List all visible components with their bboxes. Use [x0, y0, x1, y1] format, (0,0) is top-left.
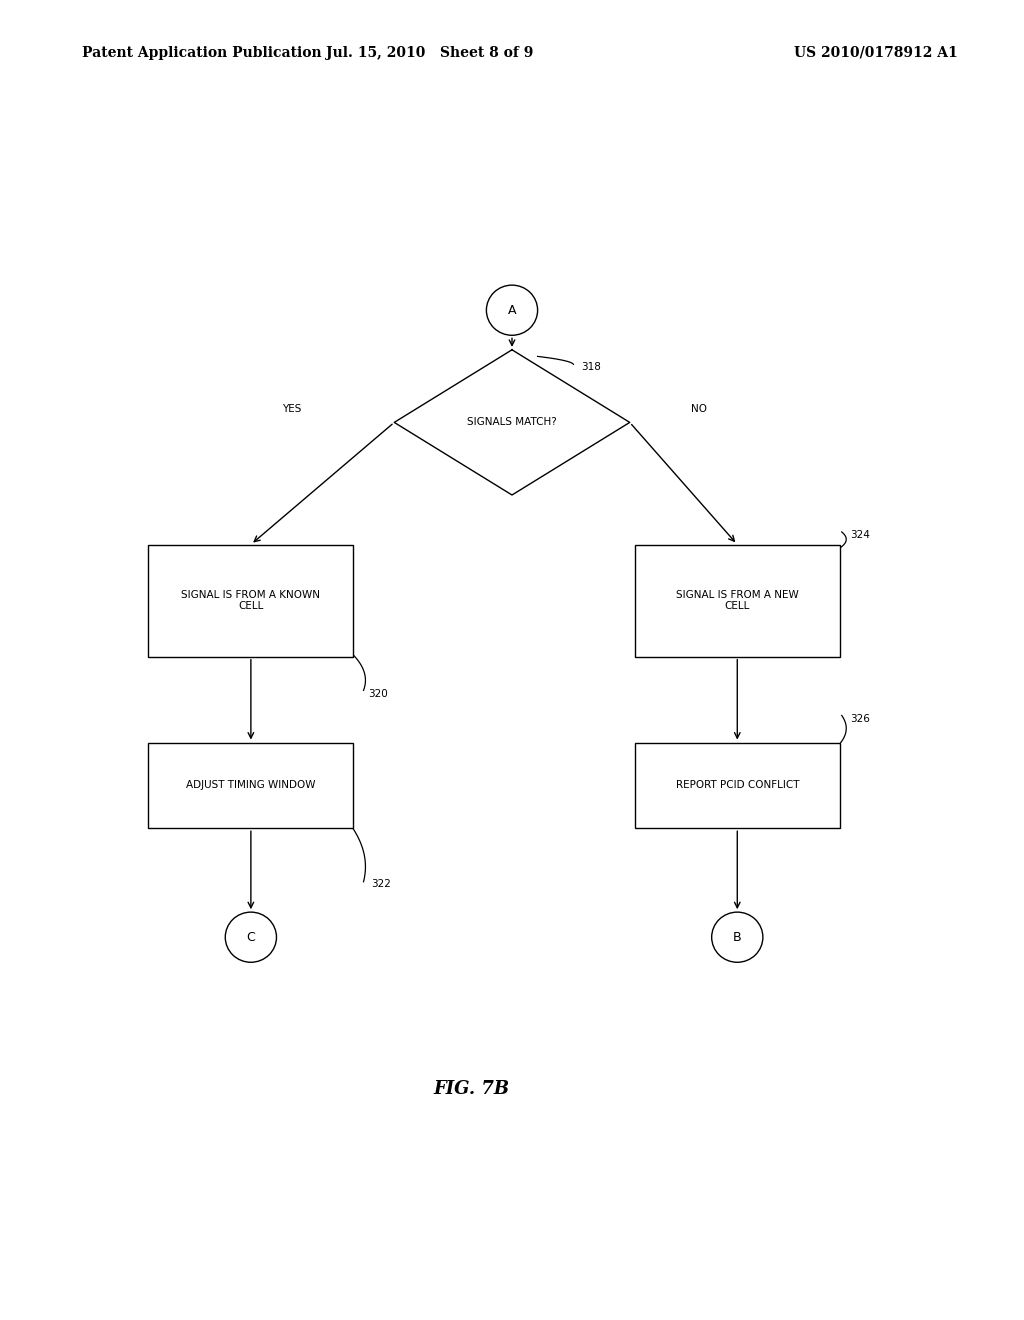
Text: YES: YES: [283, 404, 301, 414]
Text: 318: 318: [582, 362, 601, 372]
Text: 322: 322: [371, 879, 390, 890]
Bar: [148, 544, 353, 656]
Text: SIGNAL IS FROM A KNOWN
CELL: SIGNAL IS FROM A KNOWN CELL: [181, 590, 321, 611]
Text: SIGNAL IS FROM A NEW
CELL: SIGNAL IS FROM A NEW CELL: [676, 590, 799, 611]
Text: 320: 320: [369, 689, 388, 700]
Text: SIGNALS MATCH?: SIGNALS MATCH?: [467, 417, 557, 428]
Bar: [148, 742, 353, 829]
Text: FIG. 7B: FIG. 7B: [433, 1080, 509, 1098]
Bar: [635, 544, 840, 656]
Ellipse shape: [712, 912, 763, 962]
Bar: [635, 742, 840, 829]
Text: REPORT PCID CONFLICT: REPORT PCID CONFLICT: [676, 780, 799, 791]
Text: C: C: [247, 931, 255, 944]
Text: US 2010/0178912 A1: US 2010/0178912 A1: [794, 46, 957, 59]
Text: ADJUST TIMING WINDOW: ADJUST TIMING WINDOW: [186, 780, 315, 791]
Text: 324: 324: [850, 529, 869, 540]
Ellipse shape: [486, 285, 538, 335]
Text: 326: 326: [850, 714, 869, 725]
Text: A: A: [508, 304, 516, 317]
Text: Patent Application Publication: Patent Application Publication: [82, 46, 322, 59]
Text: NO: NO: [691, 404, 708, 414]
Ellipse shape: [225, 912, 276, 962]
Text: B: B: [733, 931, 741, 944]
Text: Jul. 15, 2010   Sheet 8 of 9: Jul. 15, 2010 Sheet 8 of 9: [327, 46, 534, 59]
